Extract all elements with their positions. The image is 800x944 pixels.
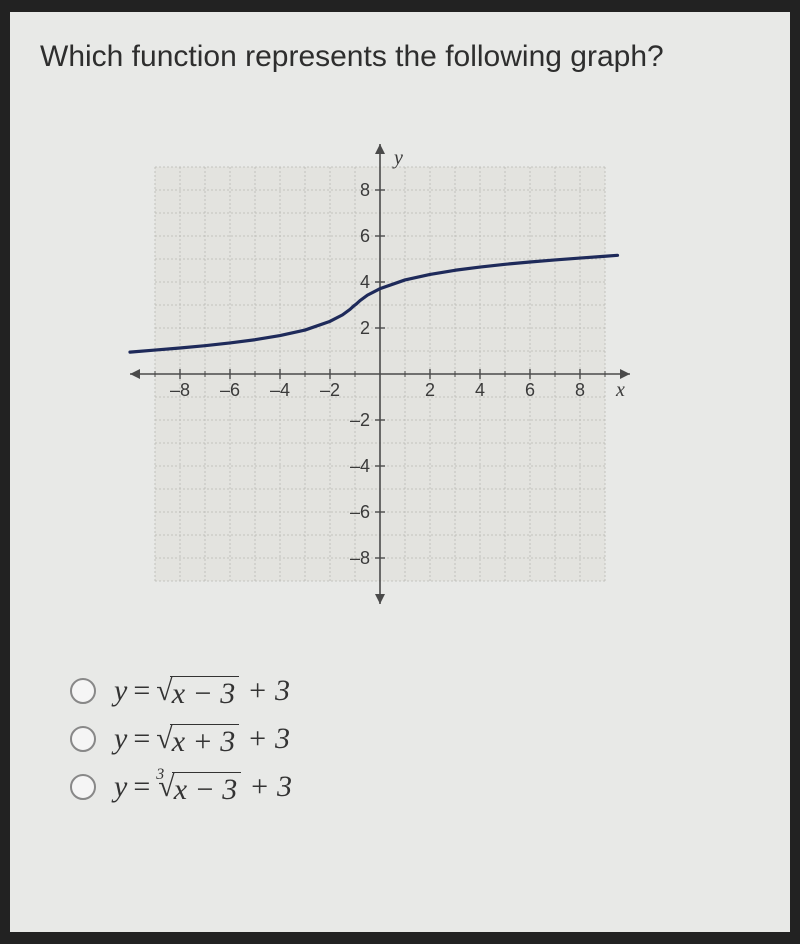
coordinate-graph: –8 –6 –4 –2 2 4 6 8 –8 –6 –4 –2 2 4 6 8 y x (100, 114, 660, 634)
root-index: 3 (156, 766, 164, 784)
svg-text:4: 4 (475, 380, 485, 400)
svg-text:y: y (392, 147, 403, 169)
constant-tail: + 3 (249, 770, 292, 804)
radicand: x − 3 (172, 772, 242, 806)
question-text: Which function represents the following … (40, 40, 760, 74)
option-2-formula: y = √ x + 3 + 3 (114, 722, 290, 756)
variable-y: y (114, 674, 127, 708)
radicand: x + 3 (170, 724, 240, 758)
cbrt-expression: 3 √ x − 3 (156, 770, 241, 804)
option-1[interactable]: y = √ x − 3 + 3 (70, 674, 760, 708)
svg-text:6: 6 (360, 226, 370, 246)
svg-text:2: 2 (425, 380, 435, 400)
radio-icon[interactable] (70, 774, 96, 800)
option-3-formula: y = 3 √ x − 3 + 3 (114, 770, 292, 804)
sqrt-expression: √ x + 3 (156, 722, 239, 756)
radio-icon[interactable] (70, 726, 96, 752)
svg-text:–8: –8 (350, 548, 370, 568)
radio-icon[interactable] (70, 678, 96, 704)
svg-text:–4: –4 (270, 380, 290, 400)
constant-tail: + 3 (247, 674, 290, 708)
svg-text:–4: –4 (350, 456, 370, 476)
sqrt-expression: √ x − 3 (156, 674, 239, 708)
radicand: x − 3 (170, 676, 240, 710)
graph-container: –8 –6 –4 –2 2 4 6 8 –8 –6 –4 –2 2 4 6 8 y x (100, 114, 660, 634)
svg-text:6: 6 (525, 380, 535, 400)
svg-text:4: 4 (360, 272, 370, 292)
answer-options: y = √ x − 3 + 3 y = √ x + 3 + 3 (70, 674, 760, 804)
svg-text:–2: –2 (350, 410, 370, 430)
option-3[interactable]: y = 3 √ x − 3 + 3 (70, 770, 760, 804)
svg-text:–6: –6 (220, 380, 240, 400)
svg-text:–6: –6 (350, 502, 370, 522)
equals-sign: = (133, 722, 150, 756)
equals-sign: = (133, 770, 150, 804)
svg-text:2: 2 (360, 318, 370, 338)
equals-sign: = (133, 674, 150, 708)
variable-y: y (114, 722, 127, 756)
svg-text:8: 8 (575, 380, 585, 400)
svg-text:x: x (615, 379, 625, 401)
variable-y: y (114, 770, 127, 804)
svg-text:–2: –2 (320, 380, 340, 400)
option-1-formula: y = √ x − 3 + 3 (114, 674, 290, 708)
svg-text:–8: –8 (170, 380, 190, 400)
svg-text:8: 8 (360, 180, 370, 200)
question-page: Which function represents the following … (10, 12, 790, 932)
constant-tail: + 3 (247, 722, 290, 756)
option-2[interactable]: y = √ x + 3 + 3 (70, 722, 760, 756)
